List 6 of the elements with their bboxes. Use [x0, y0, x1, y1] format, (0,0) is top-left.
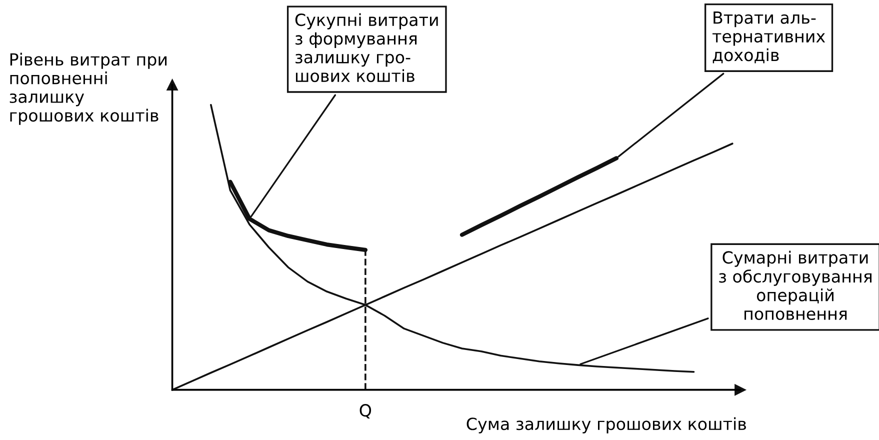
y-axis-title: Рівень витрат при поповненні залишку грошових коштів [10, 52, 167, 125]
text: Втрати аль- тернативних доходів [712, 12, 826, 64]
text: Сукупні витрати з формування залишку гро- шових коштів [295, 13, 438, 82]
x-axis-title: Сума залишку грошових коштів [466, 417, 746, 434]
annotation: Сумарні витрати з обслуговування операцій поповнення [719, 250, 872, 320]
text: Q [360, 404, 372, 419]
